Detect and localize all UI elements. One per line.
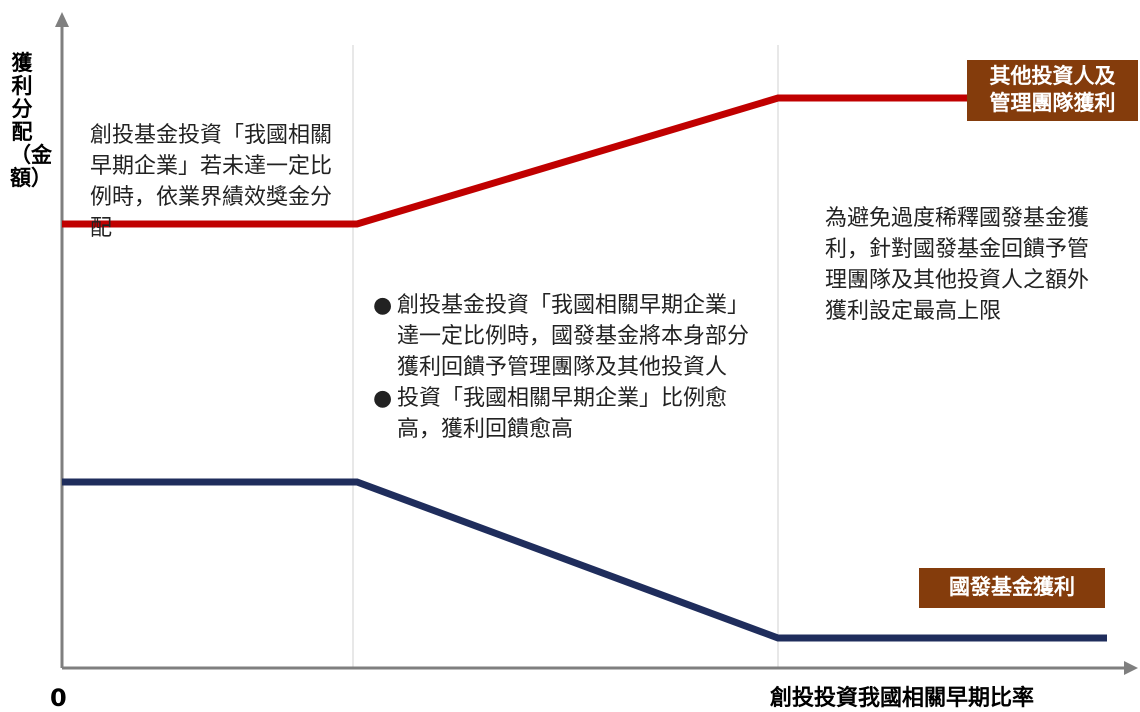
y-axis-label-char: 利: [11, 74, 33, 98]
others-profit-badge-line2: 管理團隊獲利: [989, 91, 1116, 115]
y-axis-label: 獲 利 分 配 （金 額）: [10, 51, 52, 190]
y-axis-label-char: 額）: [10, 166, 52, 190]
bullet-text: 創投基金投資「我國相關早期企業」達一定比例時，國發基金將本身部分獲利回饋予管理團…: [397, 293, 750, 380]
left-region-note: 創投基金投資「我國相關早期企業」若未達一定比例時，依業界績效獎金分配: [90, 123, 333, 241]
origin-label: 0: [50, 684, 67, 712]
y-axis-label-char: 分: [11, 97, 33, 121]
bullet-marker: ●: [373, 386, 393, 411]
bullet-item: ● 投資「我國相關早期企業」比例愈高，獲利回饋愈高: [373, 383, 753, 445]
ndf-profit-line: [62, 478, 1107, 642]
bullet-text: 投資「我國相關早期企業」比例愈高，獲利回饋愈高: [397, 386, 728, 442]
others-profit-badge: 其他投資人及 管理團隊獲利: [967, 60, 1138, 121]
others-profit-badge-line1: 其他投資人及: [989, 64, 1116, 88]
y-axis-arrow: [55, 12, 69, 27]
middle-region-bullets: ● 創投基金投資「我國相關早期企業」達一定比例時，國發基金將本身部分獲利回饋予管…: [373, 290, 753, 445]
x-axis-label: 創投投資我國相關早期比率: [770, 686, 1035, 711]
y-axis-label-char: 配: [11, 120, 33, 144]
bullet-item: ● 創投基金投資「我國相關早期企業」達一定比例時，國發基金將本身部分獲利回饋予管…: [373, 290, 753, 383]
ndf-profit-badge: 國發基金獲利: [919, 568, 1105, 608]
y-axis-label-char: 獲: [11, 51, 33, 75]
others-profit-line: [62, 94, 1107, 228]
y-axis-label-char: （金: [10, 143, 52, 167]
bullet-marker: ●: [373, 293, 393, 318]
right-region-note: 為避免過度稀釋國發基金獲利，針對國發基金回饋予管理團隊及其他投資人之額外獲利設定…: [825, 206, 1090, 324]
x-axis-arrow: [1124, 661, 1138, 675]
